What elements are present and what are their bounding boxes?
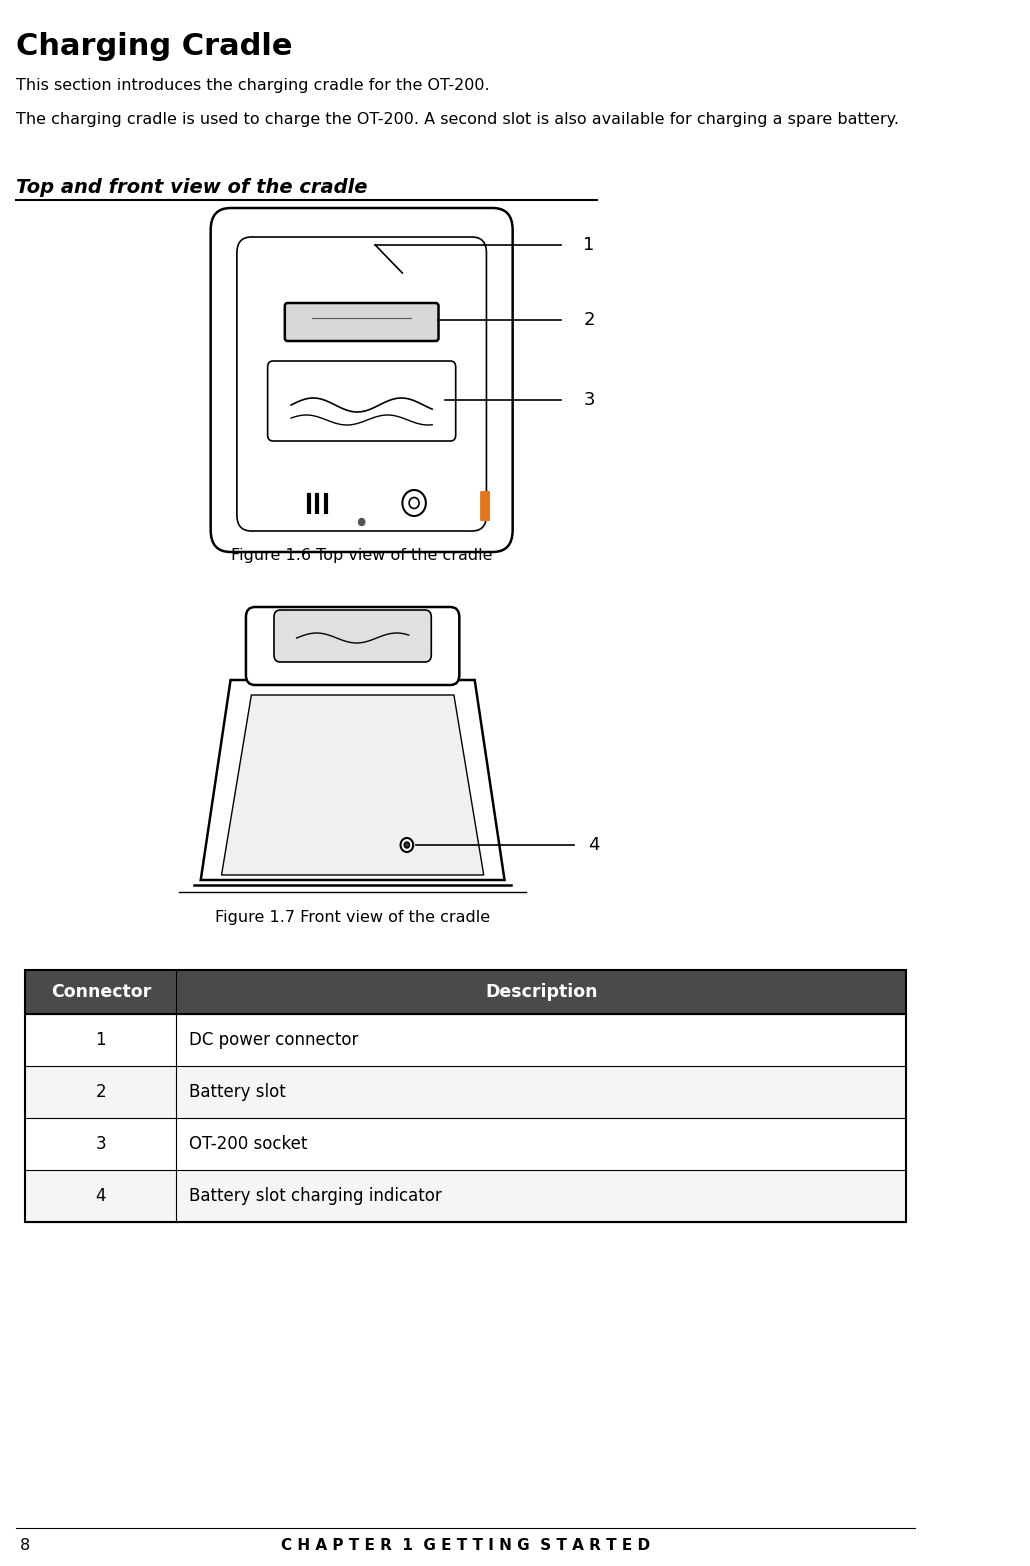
Bar bbox=[26, 1118, 906, 1170]
Text: This section introduces the charging cradle for the OT-200.: This section introduces the charging cra… bbox=[16, 78, 490, 92]
Polygon shape bbox=[221, 695, 484, 875]
Text: OT-200 socket: OT-200 socket bbox=[188, 1135, 307, 1153]
Text: Figure 1.6 Top view of the cradle: Figure 1.6 Top view of the cradle bbox=[231, 548, 492, 564]
Text: Charging Cradle: Charging Cradle bbox=[16, 31, 293, 61]
Circle shape bbox=[404, 843, 410, 849]
Polygon shape bbox=[201, 680, 505, 880]
Bar bbox=[26, 969, 906, 1015]
Circle shape bbox=[401, 838, 413, 852]
FancyBboxPatch shape bbox=[237, 236, 486, 531]
Text: 3: 3 bbox=[96, 1135, 106, 1153]
Text: 1: 1 bbox=[96, 1030, 106, 1049]
Text: 1: 1 bbox=[583, 236, 594, 254]
FancyBboxPatch shape bbox=[268, 362, 455, 442]
Text: C H A P T E R  1  G E T T I N G  S T A R T E D: C H A P T E R 1 G E T T I N G S T A R T … bbox=[281, 1538, 650, 1553]
Circle shape bbox=[403, 490, 425, 517]
Text: Connector: Connector bbox=[50, 983, 151, 1001]
Text: Description: Description bbox=[485, 983, 597, 1001]
Text: The charging cradle is used to charge the OT-200. A second slot is also availabl: The charging cradle is used to charge th… bbox=[16, 113, 899, 127]
Text: Battery slot charging indicator: Battery slot charging indicator bbox=[188, 1187, 442, 1204]
FancyBboxPatch shape bbox=[480, 492, 490, 521]
Text: Figure 1.7 Front view of the cradle: Figure 1.7 Front view of the cradle bbox=[215, 910, 490, 926]
Text: 4: 4 bbox=[96, 1187, 106, 1204]
Text: 2: 2 bbox=[583, 312, 594, 329]
FancyBboxPatch shape bbox=[274, 611, 432, 662]
Circle shape bbox=[358, 518, 365, 526]
Text: DC power connector: DC power connector bbox=[188, 1030, 358, 1049]
Bar bbox=[26, 1015, 906, 1066]
Text: 3: 3 bbox=[583, 392, 594, 409]
Bar bbox=[26, 1170, 906, 1221]
FancyBboxPatch shape bbox=[246, 608, 459, 684]
Text: 2: 2 bbox=[96, 1084, 106, 1101]
Text: Top and front view of the cradle: Top and front view of the cradle bbox=[16, 179, 368, 197]
Bar bbox=[26, 969, 906, 1221]
Bar bbox=[26, 1066, 906, 1118]
Circle shape bbox=[409, 498, 419, 509]
FancyBboxPatch shape bbox=[211, 208, 513, 551]
Text: 8: 8 bbox=[20, 1538, 30, 1553]
Text: 4: 4 bbox=[588, 836, 599, 853]
FancyBboxPatch shape bbox=[285, 302, 439, 341]
Text: Battery slot: Battery slot bbox=[188, 1084, 285, 1101]
